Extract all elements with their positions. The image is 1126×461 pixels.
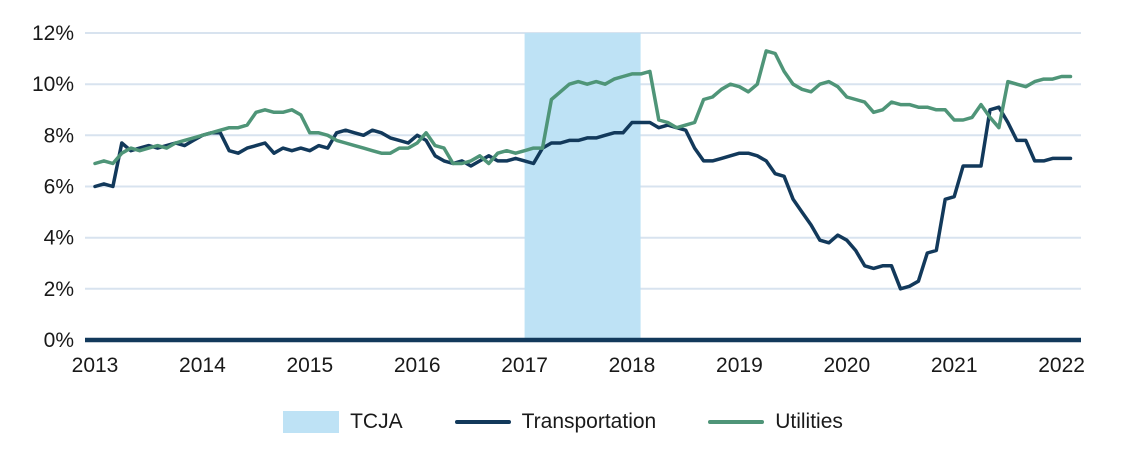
x-tick-label: 2017 <box>501 354 548 377</box>
legend-item-tcja: TCJA <box>283 410 403 434</box>
line-chart: 0% 2% 4% 6% 8% 10% 12% 2013 2014 2015 2016 2017 2018… <box>32 22 1085 377</box>
legend-label-utilities: Utilities <box>775 410 843 433</box>
tcja-band <box>524 33 641 340</box>
x-tick-label: 2021 <box>931 354 978 377</box>
legend-label-tcja: TCJA <box>350 410 403 433</box>
y-tick-label: 12% <box>32 22 74 45</box>
y-tick-label: 10% <box>32 73 74 96</box>
legend-label-transportation: Transportation <box>521 410 657 433</box>
x-tick-label: 2020 <box>823 354 870 377</box>
x-tick-label: 2013 <box>72 354 119 377</box>
tcja-band-swatch <box>283 411 340 433</box>
y-tick-label: 4% <box>44 227 74 250</box>
chart-legend: TCJA Transportation Utilities <box>0 410 1126 434</box>
y-tick-label: 2% <box>44 278 74 301</box>
x-tick-label: 2018 <box>609 354 656 377</box>
transportation-line-swatch <box>454 420 511 424</box>
legend-item-transportation: Transportation <box>454 410 657 434</box>
y-tick-label: 6% <box>44 176 74 199</box>
legend-item-utilities: Utilities <box>708 410 843 434</box>
y-tick-label: 8% <box>44 124 74 147</box>
x-tick-label: 2016 <box>394 354 441 377</box>
utilities-line-swatch <box>708 420 765 424</box>
transportation-line <box>93 105 1073 291</box>
x-tick-label: 2019 <box>716 354 763 377</box>
x-tick-label: 2015 <box>286 354 333 377</box>
y-tick-label: 0% <box>44 329 74 352</box>
x-tick-label: 2014 <box>179 354 226 377</box>
x-tick-label: 2022 <box>1038 354 1085 377</box>
utilities-line <box>93 49 1073 166</box>
